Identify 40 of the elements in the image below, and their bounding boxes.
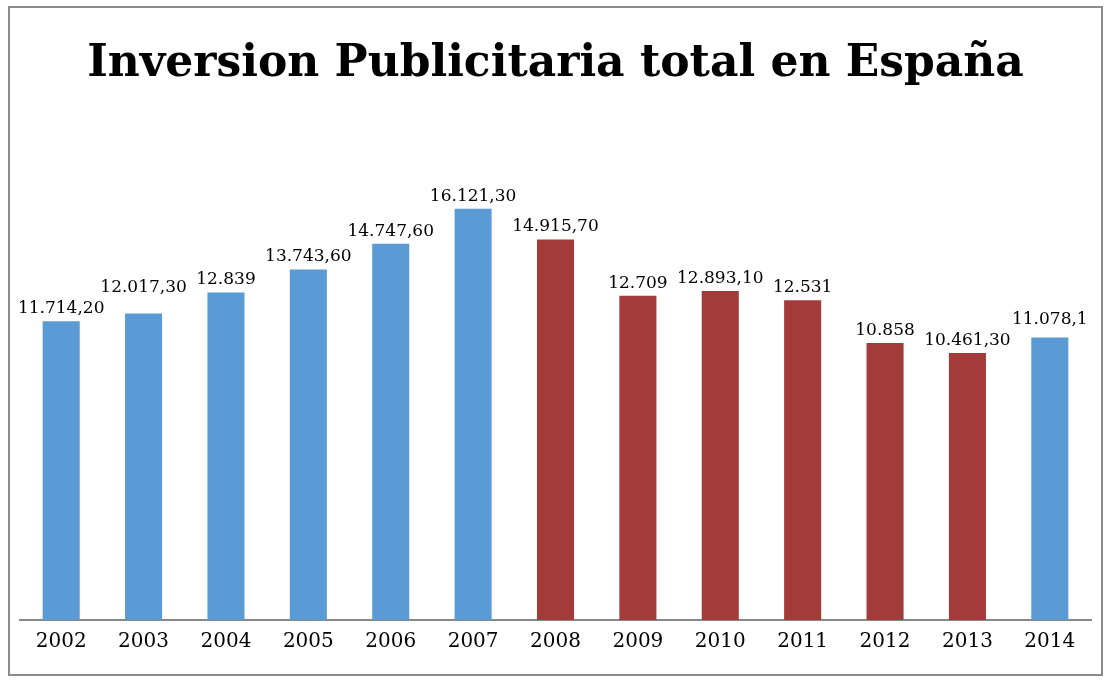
x-tick-label: 2009 xyxy=(612,628,664,653)
x-tick-label: 2010 xyxy=(694,628,746,653)
x-tick-label: 2005 xyxy=(282,628,334,653)
x-tick-label: 2004 xyxy=(200,628,252,653)
bar xyxy=(289,269,327,620)
x-tick-label: 2003 xyxy=(118,628,170,653)
bar xyxy=(1031,337,1069,620)
x-tick-label: 2014 xyxy=(1024,628,1076,653)
data-label: 12.017,30 xyxy=(100,276,187,297)
x-tick-label: 2007 xyxy=(447,628,499,653)
bar xyxy=(866,343,904,620)
bar xyxy=(619,295,657,620)
bar xyxy=(42,321,80,620)
chart-title: Inversion Publicitaria total en España xyxy=(87,34,1024,86)
bar xyxy=(125,313,163,620)
x-tick-label: 2012 xyxy=(859,628,911,653)
data-label: 12.839 xyxy=(196,268,256,289)
bar xyxy=(948,353,986,620)
x-tick-label: 2006 xyxy=(365,628,417,653)
bar xyxy=(207,292,245,620)
data-label: 11.078,1 xyxy=(1011,308,1088,329)
data-label: 10.858 xyxy=(855,318,915,339)
bar xyxy=(784,300,822,620)
data-label: 14.915,70 xyxy=(512,215,599,236)
x-tick-label: 2013 xyxy=(941,628,993,653)
bar xyxy=(701,291,739,620)
bar xyxy=(372,243,410,620)
bar xyxy=(536,239,575,620)
bar xyxy=(454,208,492,620)
data-label: 12.893,10 xyxy=(677,267,764,287)
data-label: 10.461,30 xyxy=(924,329,1011,350)
x-tick-label: 2002 xyxy=(35,628,87,653)
data-label: 14.747,60 xyxy=(347,219,434,240)
data-label: 11.714,20 xyxy=(17,297,105,318)
data-label: 12.709 xyxy=(608,271,668,292)
x-tick-label: 2011 xyxy=(777,628,829,653)
data-label: 12.531 xyxy=(772,276,833,297)
x-tick-label: 2008 xyxy=(530,628,581,653)
data-label: 16.121,30 xyxy=(429,184,517,205)
data-label: 13.743,60 xyxy=(265,245,352,266)
